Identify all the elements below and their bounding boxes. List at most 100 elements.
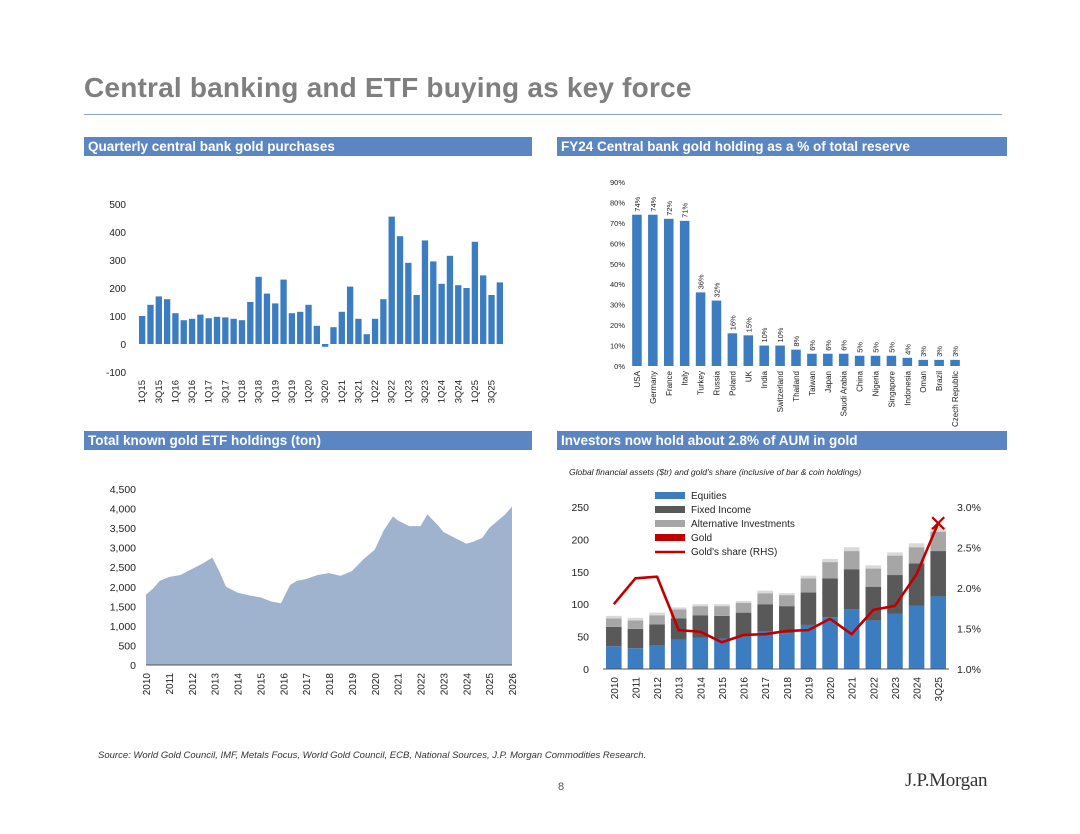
x-tick-label: Japan xyxy=(824,371,833,393)
x-tick-label: 2021 xyxy=(848,677,859,700)
x-tick-label: 2023 xyxy=(891,677,902,700)
bar-segment xyxy=(865,586,882,621)
bar-segment xyxy=(865,620,882,669)
bar xyxy=(255,276,262,344)
bar-segment xyxy=(930,531,946,552)
legend-label: Equities xyxy=(691,491,727,502)
x-tick-label: 2025 xyxy=(485,673,496,696)
bar xyxy=(330,327,337,344)
bar xyxy=(355,318,362,344)
cb-holding-chart: 0% 10% 20% 30% 40% 50% 60% 70% 80% 90% 74% USA 74% Ge… xyxy=(610,178,960,427)
bar-segment xyxy=(865,568,882,587)
x-tick-label: 2017 xyxy=(302,673,313,696)
bar-segment xyxy=(822,617,838,669)
legend-swatch xyxy=(655,492,685,499)
bar-segment xyxy=(714,604,730,607)
y-tick-label: 10% xyxy=(610,342,625,351)
gold-share-line xyxy=(612,522,940,644)
bar-segment xyxy=(606,646,622,669)
x-tick-label: Indonesia xyxy=(903,370,912,405)
bar-segment xyxy=(714,606,730,616)
y-tick-label: 3,000 xyxy=(110,543,136,555)
bar-segment xyxy=(735,600,752,603)
x-tick-label: 2022 xyxy=(869,677,880,700)
bar xyxy=(371,318,379,344)
bar xyxy=(180,320,187,344)
x-tick-label: 3Q23 xyxy=(420,380,431,403)
data-label: 6% xyxy=(840,340,849,351)
y2-tick-label: 1.5% xyxy=(957,624,981,636)
bar-segment xyxy=(843,551,860,570)
bar xyxy=(870,355,881,366)
data-label: 6% xyxy=(824,340,833,351)
data-label: 15% xyxy=(744,317,753,332)
bar-segment xyxy=(908,605,925,669)
x-tick-label: 3Q25 xyxy=(934,677,945,702)
slide-title: Central banking and ETF buying as key fo… xyxy=(84,72,692,103)
bar-segment xyxy=(757,631,773,669)
x-tick-label: 2024 xyxy=(462,673,473,696)
x-tick-label: 3Q21 xyxy=(353,380,364,403)
x-tick-label: 1Q21 xyxy=(337,380,348,403)
x-tick-label: 2011 xyxy=(165,673,176,695)
data-label: 74% xyxy=(633,196,642,211)
x-tick-label: 2014 xyxy=(696,677,707,700)
y-tick-label: 40% xyxy=(610,280,625,289)
x-tick-label: 3Q20 xyxy=(320,380,331,403)
bar xyxy=(288,313,296,344)
bar xyxy=(263,293,271,344)
bar-segment xyxy=(649,615,665,625)
bar xyxy=(455,285,462,344)
panel-header-cb-purchases: Quarterly central bank gold purchases xyxy=(84,137,532,156)
x-tick-label: 1Q15 xyxy=(137,380,148,403)
y2-tick-label: 3.0% xyxy=(957,502,981,514)
bar xyxy=(213,316,221,344)
x-tick-label: 3Q22 xyxy=(387,380,398,403)
bar-segment xyxy=(843,547,860,552)
x-tick-label: 2019 xyxy=(348,673,359,696)
x-tick-label: UK xyxy=(744,370,753,382)
x-tick-label: 2012 xyxy=(653,677,664,700)
bar-segment xyxy=(735,602,752,613)
x-tick-label: Poland xyxy=(728,371,737,396)
bar xyxy=(430,261,437,344)
x-tick-label: 2013 xyxy=(211,673,222,696)
y-tick-label: 50% xyxy=(610,260,625,269)
bar-segment xyxy=(649,624,665,646)
bar-segment xyxy=(670,639,687,669)
y-tick-label: 200 xyxy=(571,534,589,546)
bar xyxy=(147,304,154,344)
bar xyxy=(338,311,345,344)
legend-label: Gold's share (RHS) xyxy=(691,547,777,558)
y-tick-label: -100 xyxy=(106,368,126,379)
bar-segment xyxy=(930,527,946,532)
y-tick-label: 1,000 xyxy=(110,621,136,633)
panel-header-aum: Investors now hold about 2.8% of AUM in … xyxy=(557,431,1007,450)
x-tick-label: 3Q15 xyxy=(154,380,165,403)
bar-segment xyxy=(800,575,817,579)
y-tick-label: 300 xyxy=(109,256,126,267)
bar xyxy=(222,317,229,344)
bar-segment xyxy=(649,645,665,669)
bar-segment xyxy=(843,569,860,610)
y-tick-label: 200 xyxy=(109,284,126,295)
bar xyxy=(313,325,320,344)
bar xyxy=(854,355,865,366)
bar xyxy=(413,295,420,344)
panel-header-etf: Total known gold ETF holdings (ton) xyxy=(84,431,532,450)
x-tick-label: 2013 xyxy=(675,677,686,700)
x-tick-label: USA xyxy=(633,370,642,387)
data-label: 5% xyxy=(856,342,865,353)
data-label: 10% xyxy=(776,327,785,342)
data-label: 4% xyxy=(903,344,912,355)
x-tick-label: 2010 xyxy=(142,673,153,696)
legend-label: Alternative Investments xyxy=(691,519,795,530)
bar xyxy=(480,275,487,344)
x-tick-label: China xyxy=(856,370,865,391)
bar-segment xyxy=(822,558,838,563)
x-tick-label: 1Q23 xyxy=(403,380,414,403)
y-tick-label: 30% xyxy=(610,301,625,310)
bar-segment xyxy=(843,609,860,669)
x-tick-label: 1Q20 xyxy=(304,380,315,403)
bar xyxy=(711,300,722,366)
